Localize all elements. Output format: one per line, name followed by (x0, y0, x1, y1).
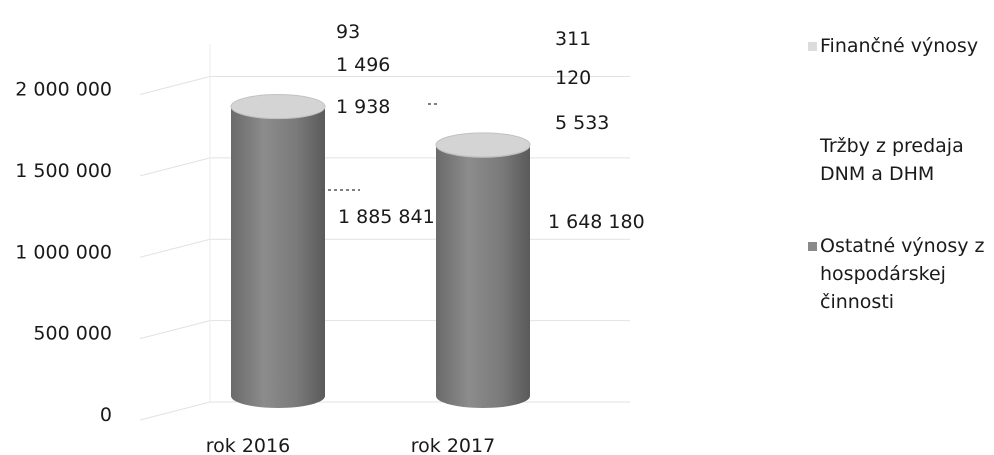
data-labels: 1 885 841 1 938 1 496 93 1 648 180 5 533 120 31… (322, 21, 645, 233)
data-label: 1 885 841 (338, 206, 435, 228)
cylinder-top (435, 132, 531, 158)
gridline (139, 401, 630, 421)
legend-swatch (808, 242, 817, 251)
cylinder-body (436, 144, 530, 408)
axes: 0 500 000 1 000 000 1 500 000 2 000 000 rok 2… (15, 44, 495, 455)
y-tick-label: 500 000 (33, 323, 112, 345)
cylinder-top (230, 94, 326, 120)
x-category-label: rok 2016 (206, 435, 290, 455)
legend-swatch (808, 42, 817, 51)
legend-label: Ostatné výnosy z hospodárskej činnosti (820, 235, 985, 313)
legend-item: Finančné výnosy (808, 35, 978, 57)
data-label: 1 648 180 (548, 211, 645, 233)
cylinder-body (231, 106, 325, 408)
y-tick-label: 2 000 000 (15, 79, 112, 101)
data-label: 1 496 (336, 54, 390, 76)
data-label: 93 (336, 21, 360, 43)
bars (230, 94, 531, 408)
legend-item: Ostatné výnosy z hospodárskej činnosti (808, 235, 985, 313)
legend: Finančné výnosy Tržby z predaja DNM a DHM O… (808, 35, 985, 313)
y-tick-label: 0 (100, 404, 112, 426)
data-label: 5 533 (555, 112, 609, 134)
x-category-label: rok 2017 (411, 435, 495, 455)
gridline (139, 238, 630, 258)
legend-label: Tržby z predaja DNM a DHM (819, 135, 964, 185)
bar-rok-2017 (435, 132, 531, 408)
y-tick-label: 1 500 000 (15, 160, 112, 182)
legend-swatch (808, 142, 817, 151)
data-label: 311 (555, 28, 591, 50)
gridline (139, 157, 630, 177)
gridline (139, 320, 630, 340)
data-label: 1 938 (336, 96, 390, 118)
data-label: 120 (555, 67, 591, 89)
legend-label: Finančné výnosy (820, 35, 978, 57)
y-tick-label: 1 000 000 (15, 241, 112, 263)
bar-rok-2016 (230, 94, 326, 408)
legend-item: Tržby z predaja DNM a DHM (808, 135, 964, 185)
